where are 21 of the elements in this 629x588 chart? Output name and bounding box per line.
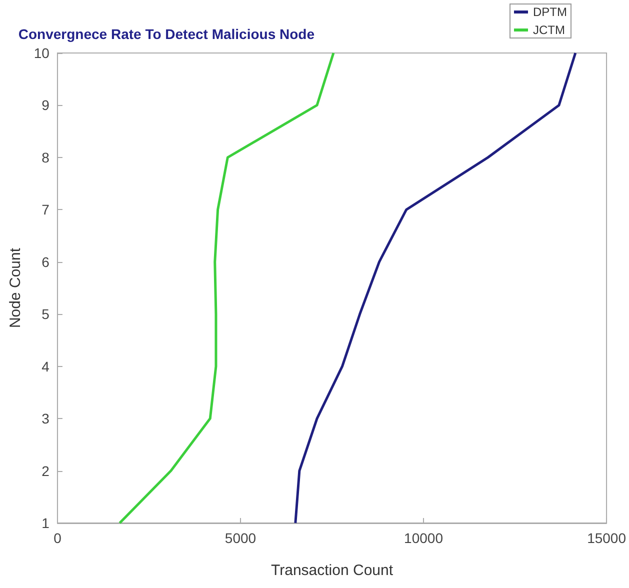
line-series xyxy=(294,52,577,524)
y-tick-label: 5 xyxy=(42,306,50,322)
y-tick-label: 8 xyxy=(42,149,50,166)
legend-label: DPTM xyxy=(533,5,568,19)
y-tick-label: 6 xyxy=(42,254,50,270)
chart-title: Convergnece Rate To Detect Malicious Node xyxy=(18,26,315,42)
y-tick-label: 1 xyxy=(42,515,50,531)
x-tick-label: 15000 xyxy=(587,530,626,546)
y-tick-label: 4 xyxy=(42,358,50,374)
x-axis-title: Transaction Count xyxy=(270,562,394,579)
y-tick-label: 7 xyxy=(42,202,50,218)
y-axis-title: Node Count xyxy=(7,247,24,328)
y-tick-label: 2 xyxy=(42,462,50,479)
legend-label: JCTM xyxy=(533,23,566,37)
line-series xyxy=(118,52,335,524)
x-tick-label: 0 xyxy=(54,530,62,546)
y-tick-label: 9 xyxy=(42,97,50,114)
x-tick-label: 5000 xyxy=(224,530,256,546)
x-tick-label: 10000 xyxy=(404,530,444,546)
y-tick-label: 10 xyxy=(34,45,50,61)
y-tick-label: 3 xyxy=(42,410,50,427)
